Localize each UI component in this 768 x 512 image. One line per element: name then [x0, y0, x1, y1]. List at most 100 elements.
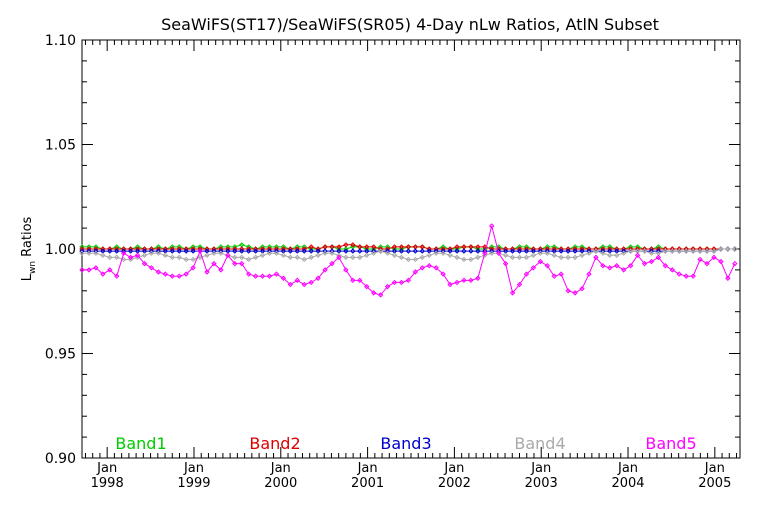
- data-point: [475, 248, 481, 254]
- y-tick-label: 1.10: [45, 33, 76, 49]
- data-point: [676, 271, 682, 277]
- data-point: [350, 254, 356, 261]
- chart-title: SeaWiFS(ST17)/SeaWiFS(SR05) 4-Day nLw Ra…: [161, 15, 659, 34]
- data-point: [447, 252, 453, 258]
- data-point: [732, 246, 738, 252]
- data-point: [607, 265, 613, 271]
- data-point: [690, 273, 696, 279]
- data-point: [252, 254, 259, 261]
- data-point: [176, 273, 182, 279]
- data-point: [169, 273, 175, 279]
- data-point: [377, 292, 384, 298]
- data-point: [308, 248, 314, 254]
- y-tick-label: 0.90: [45, 451, 76, 467]
- data-point: [176, 248, 182, 254]
- series-group: [79, 223, 738, 298]
- data-point: [732, 260, 738, 267]
- data-point: [412, 269, 419, 275]
- data-point: [530, 252, 537, 258]
- data-point: [620, 267, 627, 273]
- data-point: [322, 250, 328, 256]
- data-point: [148, 265, 155, 271]
- data-point: [440, 250, 446, 256]
- data-point: [287, 281, 294, 288]
- data-point: [648, 258, 655, 265]
- legend: Band1 Band2 Band3 Band4 Band5: [115, 434, 696, 453]
- data-point: [287, 248, 294, 254]
- data-point: [725, 246, 731, 252]
- data-point: [315, 275, 321, 281]
- data-point: [162, 271, 169, 277]
- data-point: [704, 260, 710, 267]
- data-point: [516, 248, 523, 254]
- y-axis-label-sub: wn: [28, 261, 38, 274]
- data-point: [79, 250, 85, 256]
- data-point: [641, 248, 648, 254]
- data-point: [364, 283, 370, 290]
- data-point: [155, 250, 162, 256]
- y-tick-label: 1.00: [45, 242, 76, 258]
- data-point: [93, 250, 99, 256]
- x-tick-year-label: 2001: [351, 476, 384, 491]
- data-point: [204, 269, 210, 275]
- data-point: [197, 248, 203, 254]
- data-point: [648, 250, 655, 256]
- data-point: [558, 248, 564, 254]
- data-point: [86, 250, 92, 256]
- data-point: [259, 252, 266, 258]
- data-point: [412, 256, 419, 263]
- data-point: [676, 248, 682, 254]
- data-point: [502, 252, 509, 258]
- data-point: [697, 256, 703, 263]
- data-point: [725, 275, 731, 281]
- data-point: [287, 254, 294, 261]
- data-point: [384, 250, 391, 256]
- data-point: [232, 254, 238, 261]
- data-point: [176, 254, 182, 261]
- data-point: [461, 248, 467, 254]
- data-point: [704, 248, 710, 254]
- x-tick-month-label: Jan: [357, 461, 378, 476]
- data-point: [127, 256, 134, 263]
- x-tick-year-label: 2002: [438, 476, 471, 491]
- data-point: [190, 265, 196, 271]
- data-point: [364, 252, 370, 258]
- data-point: [586, 271, 592, 277]
- data-point: [322, 267, 328, 273]
- data-point: [433, 250, 439, 256]
- data-point: [141, 260, 148, 267]
- data-point: [412, 248, 419, 254]
- data-point: [711, 248, 717, 254]
- x-tick-month-label: Jan: [183, 461, 204, 476]
- data-point: [218, 250, 224, 256]
- data-point: [655, 254, 662, 261]
- data-point: [426, 263, 432, 269]
- data-point: [537, 250, 544, 256]
- data-point: [350, 277, 356, 284]
- data-point: [600, 250, 606, 256]
- data-point: [509, 254, 516, 261]
- data-point: [245, 271, 252, 277]
- data-point: [155, 269, 162, 275]
- data-point: [697, 248, 703, 254]
- data-point: [211, 250, 217, 256]
- data-point: [343, 242, 349, 248]
- data-point: [169, 248, 175, 254]
- data-point: [343, 248, 349, 254]
- y-axis-label: Lwn Ratios: [20, 216, 38, 281]
- data-point: [218, 267, 224, 273]
- data-point: [197, 254, 203, 261]
- x-tick-month-label: Jan: [96, 461, 117, 476]
- data-point: [440, 271, 446, 277]
- data-point: [634, 252, 641, 258]
- data-point: [107, 254, 113, 261]
- data-point: [266, 273, 273, 279]
- data-point: [329, 260, 335, 267]
- x-tick-year-label: 2005: [698, 476, 731, 491]
- y-axis: 0.90 0.95 1.00 1.05 1.10: [45, 33, 740, 467]
- data-point: [641, 260, 648, 267]
- data-point: [183, 248, 189, 254]
- x-tick-year-label: 2004: [611, 476, 644, 491]
- data-point: [405, 256, 412, 263]
- data-point: [669, 267, 675, 273]
